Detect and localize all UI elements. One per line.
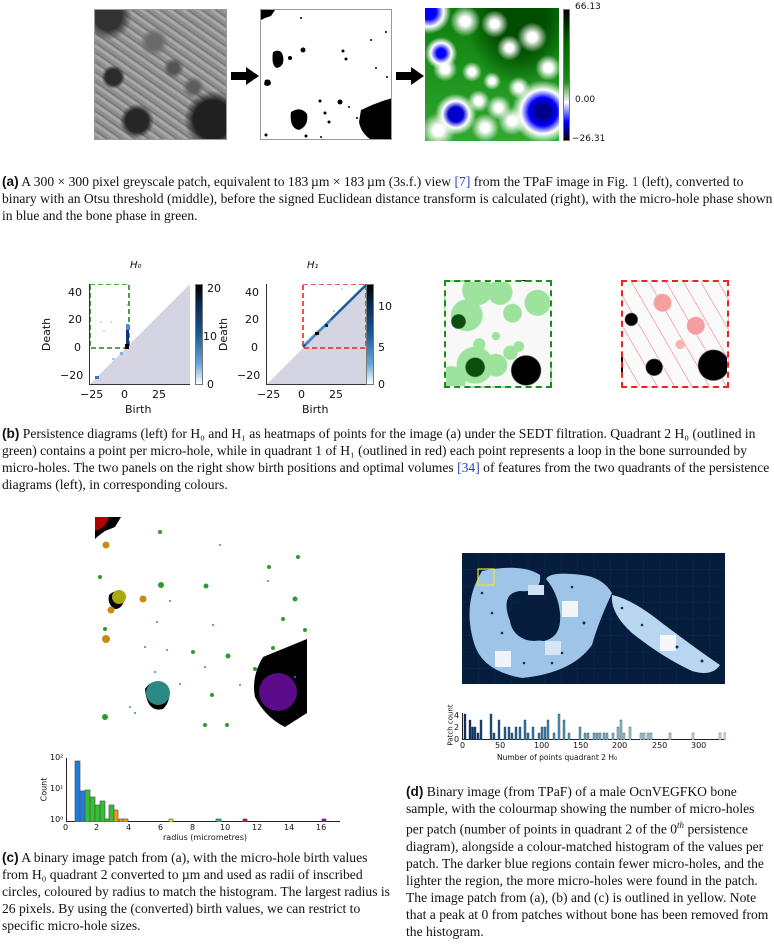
- h1-cbar-tick: 0: [378, 378, 385, 391]
- colorbar-min-label: −26.31: [572, 134, 606, 144]
- h0-xlabel: Birth: [125, 403, 152, 416]
- h0-cbar-tick: 10: [203, 330, 217, 343]
- h1-optimal-volumes-image: [621, 280, 729, 388]
- sedt-colorbar: [563, 9, 570, 141]
- h1-ytick: −20: [237, 369, 261, 382]
- h0-xtick: 25: [152, 388, 166, 401]
- d-ytick: 0: [454, 735, 460, 744]
- c-xlabel: radius (micrometres): [163, 833, 247, 842]
- arrow-right-icon: [231, 67, 259, 85]
- h0-optimal-volumes-image: [444, 280, 552, 388]
- greyscale-patch-image: [94, 9, 227, 140]
- citation-link[interactable]: [34]: [457, 460, 480, 475]
- caption-d: (d) Binary image (from TPaF) of a male O…: [406, 784, 769, 939]
- c-ytick: 10⁰: [50, 815, 64, 824]
- h1-colorbar: [366, 284, 374, 385]
- colorbar-mid-label: 0.00: [575, 95, 596, 105]
- h0-ytick: 40: [68, 286, 82, 299]
- h0-colorbar: [195, 284, 203, 385]
- d-ytick: 4: [454, 711, 460, 720]
- colorbar-max-label: 66.13: [575, 2, 601, 12]
- panel-d: 4 2 0 Patch count 0 50 100 150 200 250 3…: [390, 515, 774, 946]
- h0-diagram: [89, 283, 190, 385]
- caption-a-label: (a): [2, 174, 19, 189]
- h1-cbar-tick: 10: [378, 300, 392, 313]
- h0-ylabel: Death: [40, 317, 54, 352]
- caption-d-label: (d): [406, 784, 424, 799]
- citation-link[interactable]: [7]: [454, 174, 471, 189]
- caption-b-label: (b): [2, 426, 20, 441]
- c-xticks: 0 2 4 6 8 10 12 14 16: [63, 823, 327, 832]
- inscribed-circles-image: [95, 517, 311, 733]
- h0-ytick: −20: [60, 369, 84, 382]
- h0-xtick: 0: [121, 388, 128, 401]
- h1-xtick: 0: [298, 388, 305, 401]
- h0-title: H₀: [130, 260, 142, 271]
- h1-xtick: −25: [257, 388, 281, 401]
- h1-ylabel: Death: [217, 317, 231, 352]
- radius-histogram: [66, 758, 340, 823]
- caption-a: (a) A 300 × 300 pixel greyscale patch, e…: [2, 174, 773, 223]
- h0-ytick: 0: [74, 341, 81, 354]
- c-ytick: 10¹: [50, 784, 64, 793]
- h1-title: H₁: [307, 260, 319, 271]
- h0-xtick: −25: [80, 388, 104, 401]
- c-ytick: 10²: [50, 753, 64, 762]
- h1-ytick: 20: [245, 313, 259, 326]
- h1-ytick: 0: [251, 341, 258, 354]
- panel-c: 10² 10¹ 10⁰ Count 0 2 4 6 8 10 12 14 16 …: [0, 515, 390, 946]
- h1-diagram: [266, 283, 368, 385]
- h0-cbar-tick: 20: [207, 282, 221, 295]
- d-ylabel: Patch count: [446, 704, 455, 746]
- d-xticks: 0 50 100 150 200 250 300: [460, 741, 707, 750]
- h0-ytick: 20: [68, 313, 82, 326]
- arrow-right-icon: [396, 67, 424, 85]
- binary-patch-image: [260, 9, 392, 140]
- figure-link[interactable]: 1: [631, 174, 639, 189]
- h1-ytick: 40: [245, 286, 259, 299]
- caption-b: (b) Persistence diagrams (left) for H₀ a…: [2, 426, 770, 492]
- bone-colourmap-image: [462, 553, 725, 684]
- panel-a: 66.13 0.00 −26.31 (a) A 300 × 300 pixel …: [0, 0, 774, 230]
- h1-xlabel: Birth: [302, 403, 329, 416]
- h1-cbar-tick: 5: [378, 341, 385, 354]
- h1-xtick: 25: [329, 388, 343, 401]
- panel-b: H₀ 40 20 0 −20 −25 0 25 Birth Death 20 1…: [0, 250, 774, 510]
- caption-c: (c) A binary image patch from (a), with …: [2, 850, 390, 933]
- c-ylabel: Count: [39, 777, 49, 802]
- h0-cbar-tick: 0: [207, 378, 214, 391]
- d-xlabel: Number of points quadrant 2 H₀: [497, 753, 617, 762]
- patch-count-histogram: [462, 713, 727, 741]
- caption-c-label: (c): [2, 850, 19, 865]
- sedt-image: [425, 8, 559, 141]
- d-ytick: 2: [454, 723, 460, 732]
